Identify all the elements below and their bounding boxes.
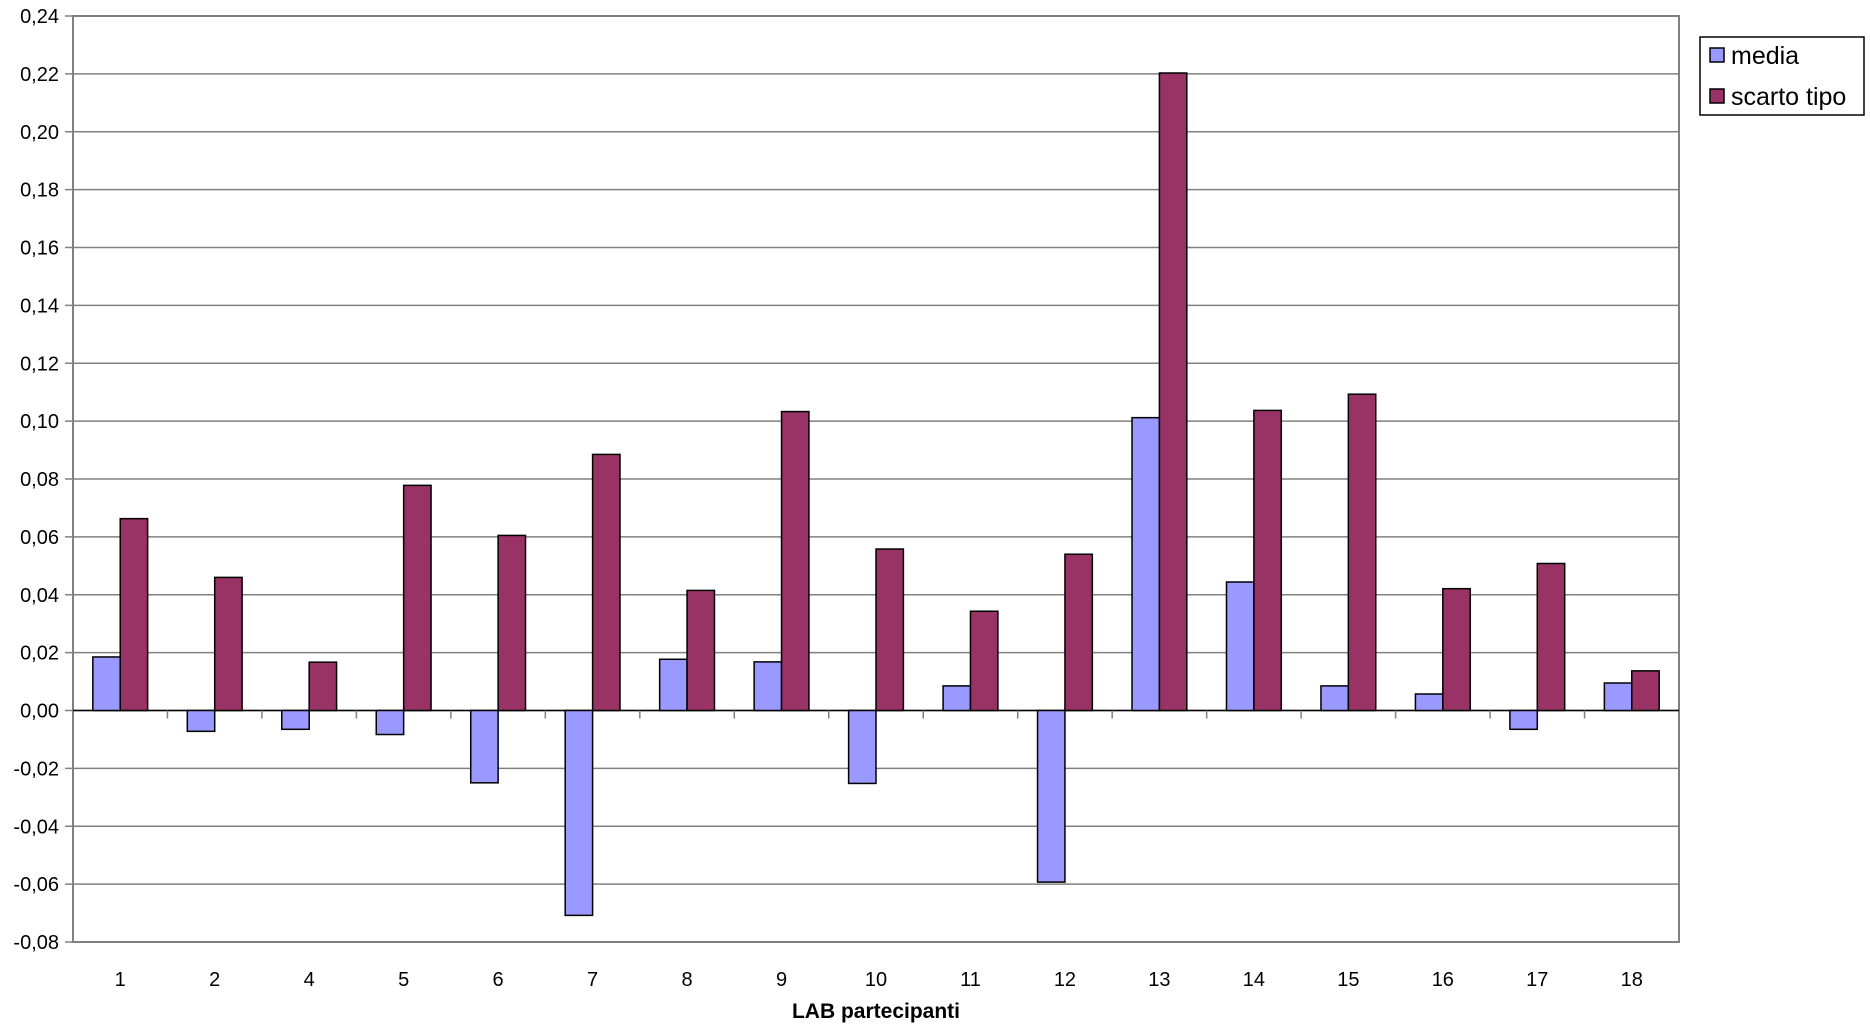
- legend-swatch-scarto-tipo: [1709, 88, 1725, 104]
- bar-scarto-tipo-13: [1158, 72, 1188, 712]
- bar-media-2: [186, 709, 216, 733]
- bar-media-6: [469, 709, 499, 784]
- bar-media-14: [1225, 581, 1255, 712]
- x-tick-label: 8: [681, 969, 692, 991]
- x-axis-ticks: 1 2 4 5 6 7 8 9 10 11 12 13 14 15 16 17 18: [115, 710, 1643, 991]
- bar-scarto-tipo-6: [497, 534, 527, 712]
- y-tick-label: 0,08: [20, 469, 59, 491]
- x-tick-label: 13: [1148, 969, 1170, 991]
- y-tick-label: 0,10: [20, 411, 59, 433]
- x-axis-label: LAB partecipanti: [792, 1000, 960, 1023]
- bar-scarto-tipo-5: [402, 484, 432, 712]
- bar-media-15: [1320, 685, 1350, 712]
- y-tick-label: 0,20: [20, 122, 59, 144]
- y-tick-label: 0,14: [20, 295, 59, 317]
- y-tick-label: -0,06: [13, 874, 59, 896]
- x-tick-label: 17: [1526, 969, 1548, 991]
- bar-scarto-tipo-16: [1442, 587, 1471, 712]
- y-tick-label: 0,00: [20, 701, 59, 723]
- bar-media-5: [375, 709, 405, 736]
- bar-media-4: [281, 709, 310, 731]
- x-tick-label: 2: [209, 969, 220, 991]
- x-tick-label: 16: [1432, 969, 1454, 991]
- y-tick-label: 0,24: [20, 6, 59, 28]
- bar-scarto-tipo-8: [686, 589, 716, 712]
- x-tick-label: 5: [398, 969, 409, 991]
- legend-swatch-media: [1709, 47, 1725, 63]
- bar-scarto-tipo-7: [591, 453, 621, 712]
- bar-scarto-tipo-11: [969, 610, 999, 712]
- x-tick-label: 12: [1054, 969, 1076, 991]
- bar-media-1: [92, 656, 121, 712]
- y-tick-label: 0,18: [20, 180, 59, 202]
- bar-scarto-tipo-17: [1536, 562, 1566, 712]
- y-tick-label: -0,02: [13, 758, 59, 780]
- y-tick-label: 0,04: [20, 585, 59, 607]
- bar-scarto-tipo-15: [1347, 393, 1377, 712]
- bar-scarto-tipo-14: [1253, 409, 1283, 712]
- x-tick-label: 7: [587, 969, 598, 991]
- bar-scarto-tipo-9: [780, 410, 810, 712]
- bar-scarto-tipo-2: [213, 576, 243, 712]
- legend-label-scarto-tipo: scarto tipo: [1731, 83, 1846, 111]
- bar-media-18: [1603, 682, 1633, 712]
- x-tick-label: 15: [1337, 969, 1359, 991]
- bar-media-17: [1509, 709, 1539, 731]
- x-tick-label: 14: [1243, 969, 1265, 991]
- x-tick-label: 11: [960, 969, 981, 991]
- y-axis-ticks: -0,08 -0,06 -0,04 -0,02 0,00 0,02 0,04 0,06 0,08…: [13, 6, 73, 954]
- bar-scarto-tipo-10: [875, 548, 905, 712]
- y-tick-label: 0,22: [20, 64, 59, 86]
- bar-media-11: [942, 685, 972, 712]
- y-tick-label: -0,04: [13, 816, 59, 838]
- x-tick-label: 18: [1621, 969, 1643, 991]
- bar-media-12: [1036, 709, 1066, 883]
- bar-media-9: [753, 661, 783, 712]
- bar-scarto-tipo-18: [1631, 670, 1660, 712]
- y-tick-label: 0,02: [20, 643, 59, 665]
- bars: [92, 72, 1660, 917]
- y-tick-label: 0,06: [20, 527, 59, 549]
- bar-media-16: [1414, 693, 1444, 712]
- bar-scarto-tipo-4: [308, 661, 338, 712]
- y-tick-label: 0,12: [20, 353, 59, 375]
- legend-box: [1699, 36, 1865, 116]
- y-tick-label: 0,16: [20, 238, 59, 260]
- legend-label-media: media: [1731, 42, 1799, 70]
- x-tick-label: 10: [865, 969, 887, 991]
- x-tick-label: 1: [115, 969, 126, 991]
- bar-media-13: [1131, 416, 1161, 712]
- x-tick-label: 6: [493, 969, 504, 991]
- x-tick-label: 4: [304, 969, 315, 991]
- legend: media scarto tipo: [1699, 36, 1865, 116]
- bar-scarto-tipo-1: [119, 517, 149, 712]
- y-tick-label: -0,08: [13, 932, 59, 954]
- gridlines: [73, 73, 1679, 885]
- bar-media-7: [564, 709, 594, 917]
- x-tick-label: 9: [776, 969, 787, 991]
- bar-media-10: [847, 709, 877, 785]
- bar-scarto-tipo-12: [1064, 553, 1094, 712]
- bar-media-8: [658, 658, 688, 712]
